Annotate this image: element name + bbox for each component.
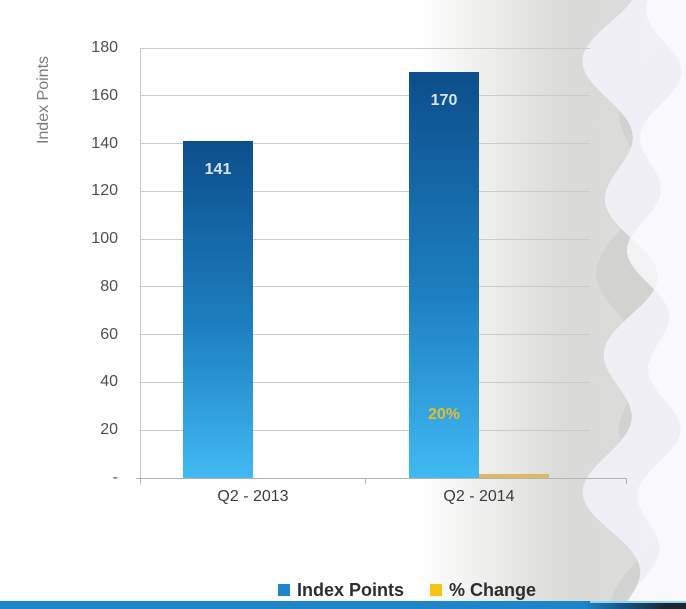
y-axis-title: Index Points (35, 55, 52, 145)
x-axis-tick (365, 478, 366, 484)
chart-legend: Index Points % Change (278, 579, 536, 601)
background-wave-decoration (582, 0, 686, 609)
y-tick-label: 60 (100, 325, 118, 343)
pct-change-label: 20% (427, 406, 461, 423)
gridline (140, 238, 590, 240)
y-tick-label: - (112, 469, 118, 486)
bar-index-points-Q2-2014 (409, 71, 479, 478)
gridline (140, 429, 590, 431)
bar-pct-change-Q2-2014 (479, 474, 549, 478)
legend-item-pct-change: % Change (430, 580, 536, 601)
gridline (140, 286, 590, 288)
gridline (140, 143, 590, 145)
bar-value-label: 170 (430, 91, 458, 109)
x-axis-tick (140, 478, 141, 484)
wave-shape (626, 0, 686, 609)
bottom-accent-line (590, 601, 686, 603)
y-tick-label: 120 (91, 182, 118, 200)
y-tick-label: 100 (91, 230, 118, 248)
x-axis-line (136, 478, 627, 479)
y-tick-label: 180 (91, 39, 118, 56)
bottom-accent-bar (0, 601, 686, 609)
gridline (140, 334, 590, 336)
x-axis-tick (626, 478, 627, 484)
y-tick-label: 140 (91, 134, 118, 152)
gridline (140, 95, 590, 97)
y-tick-label: 40 (100, 373, 118, 391)
y-axis-line (140, 48, 141, 478)
bar-value-label: 141 (204, 161, 232, 179)
gridline (140, 190, 590, 192)
x-category-label: Q2 - 2014 (443, 488, 515, 505)
gridline (140, 381, 590, 383)
gridline (140, 47, 590, 49)
legend-label-index-points: Index Points (297, 579, 405, 600)
y-tick-label: 20 (100, 421, 118, 439)
legend-swatch-index-points-icon (278, 584, 290, 596)
bar-index-points-Q2-2013 (183, 141, 253, 478)
legend-swatch-pct-change-icon (430, 584, 443, 596)
legend-label-pct-change: % Change (449, 579, 537, 600)
x-category-label: Q2 - 2013 (217, 488, 289, 505)
y-tick-label: 80 (100, 277, 118, 295)
y-tick-label: 160 (91, 86, 118, 104)
legend-item-index-points: Index Points (278, 580, 404, 601)
